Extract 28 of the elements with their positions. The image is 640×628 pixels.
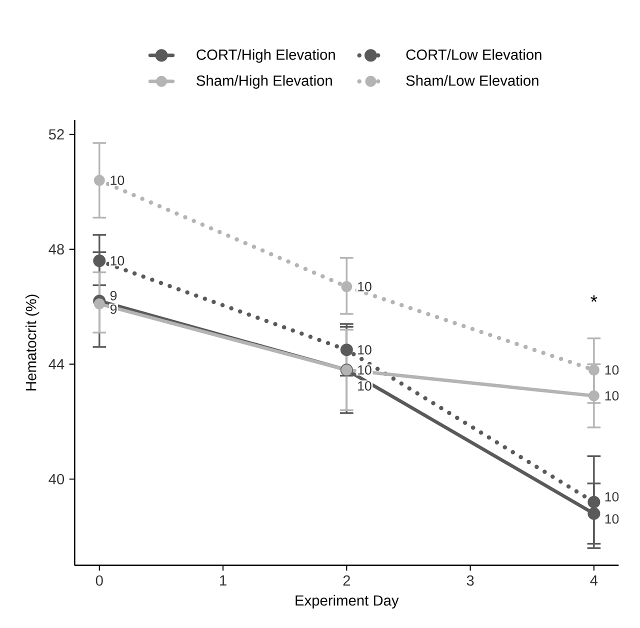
legend-label: Sham/High Elevation <box>196 75 332 89</box>
annotation: 10 <box>605 514 619 524</box>
annotation: 9 <box>110 290 117 300</box>
x-tick-label: 0 <box>96 575 103 586</box>
annotation: 10 <box>605 391 619 401</box>
annotation: 10 <box>110 176 124 186</box>
y-tick-label: 40 <box>48 474 64 484</box>
y-tick-label: 48 <box>48 244 64 254</box>
annotation: 10 <box>605 492 619 502</box>
annotation: 10 <box>358 365 372 375</box>
annotation: 10 <box>358 282 372 292</box>
annotation: 10 <box>605 365 619 375</box>
legend-label: CORT/Low Elevation <box>406 49 542 60</box>
x-tick-label: 3 <box>466 575 474 586</box>
x-tick-label: 1 <box>220 575 226 586</box>
x-axis-title: Experiment Day <box>296 594 399 609</box>
y-axis-title: Hematocrit (%) <box>26 294 40 390</box>
y-tick-label: 44 <box>48 359 64 370</box>
legend-label: Sham/Low Elevation <box>406 75 538 86</box>
annotation: 9 <box>110 304 117 314</box>
annotation: * <box>590 295 598 302</box>
y-tick-label: 52 <box>48 129 64 140</box>
x-tick-label: 2 <box>343 575 350 586</box>
annotation: 10 <box>110 256 124 266</box>
annotation: 10 <box>358 381 372 391</box>
x-tick-label: 4 <box>590 575 598 586</box>
legend-label: CORT/High Elevation <box>196 49 335 63</box>
annotation: 10 <box>358 345 372 355</box>
